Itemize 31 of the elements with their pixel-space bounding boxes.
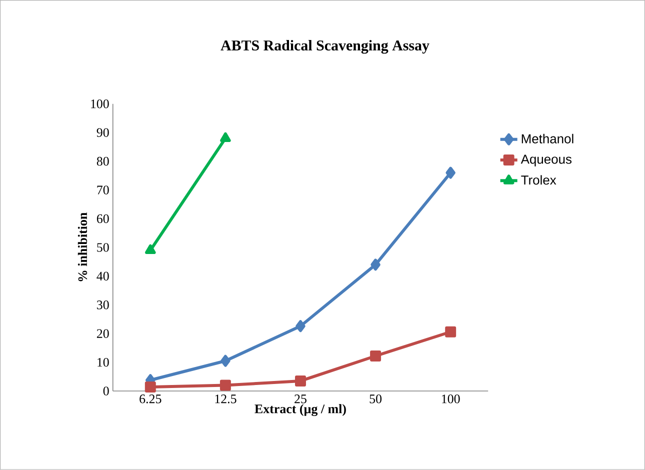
x-tick-label: 12.5 bbox=[215, 394, 236, 404]
y-tick-label: 10 bbox=[98, 358, 109, 367]
point bbox=[144, 382, 156, 393]
y-tick-label: 70 bbox=[97, 186, 109, 194]
y-tick-label: 30 bbox=[97, 300, 109, 310]
chart-title: ABTS Radical Scavenging Assay bbox=[220, 40, 430, 54]
point bbox=[295, 376, 306, 387]
point bbox=[446, 166, 456, 179]
y-tick-label: 40 bbox=[96, 272, 109, 281]
x-tick-label: 50 bbox=[370, 394, 382, 404]
point bbox=[370, 258, 380, 271]
legend-label: Aqueous bbox=[520, 154, 572, 166]
y-tick-label: 80 bbox=[96, 156, 109, 166]
x-tick-label: 6.25 bbox=[140, 394, 162, 404]
y-tick-label: 90 bbox=[96, 128, 109, 137]
x-axis-title: Extract (µg / ml) bbox=[254, 404, 346, 416]
point bbox=[370, 350, 382, 362]
point bbox=[220, 354, 230, 367]
point bbox=[296, 320, 306, 332]
y-tick-label: 100 bbox=[91, 100, 109, 108]
y-axis-title: % inhibition bbox=[78, 212, 88, 282]
y-tick-label: 60 bbox=[96, 214, 109, 224]
x-tick-label: 100 bbox=[442, 394, 460, 404]
y-tick-label: 50 bbox=[97, 243, 109, 252]
x-tick-label: 25 bbox=[294, 394, 306, 404]
y-tick-label: 20 bbox=[96, 329, 109, 338]
legend-label: Trolex bbox=[521, 175, 556, 185]
point bbox=[445, 326, 456, 338]
point bbox=[220, 380, 231, 391]
y-tick-label: 0 bbox=[103, 386, 109, 396]
legend-label: Methanol bbox=[522, 134, 574, 144]
